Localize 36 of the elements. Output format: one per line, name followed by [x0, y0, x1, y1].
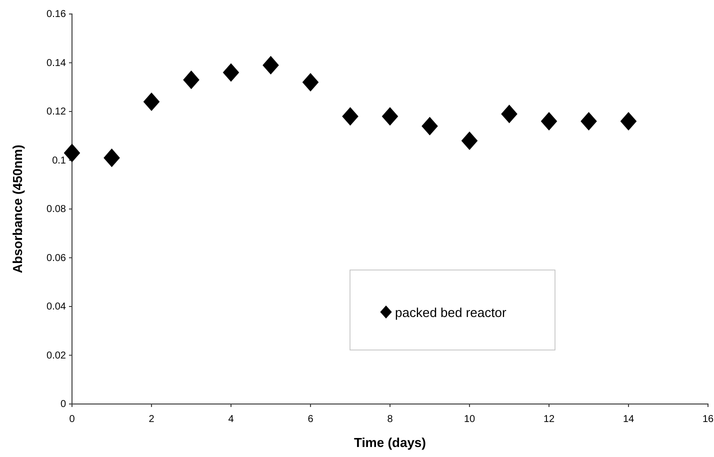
- point: [501, 104, 518, 124]
- point: [104, 148, 120, 168]
- y-tick-label: 0: [60, 399, 66, 410]
- x-tick-label: 4: [228, 414, 234, 425]
- y-tick-label: 0.02: [46, 350, 66, 362]
- point: [143, 92, 160, 112]
- y-tick-label: 0.06: [46, 252, 66, 264]
- point: [461, 131, 478, 150]
- y-tick-label: 0.16: [46, 9, 66, 20]
- y-tick-label: 0.1: [52, 155, 66, 166]
- point: [302, 72, 319, 92]
- point: [222, 63, 240, 82]
- point: [262, 56, 279, 74]
- x-tick-label: 14: [622, 414, 634, 425]
- y-tick-label: 0.12: [46, 106, 66, 118]
- point: [342, 107, 358, 126]
- x-tick-label: 12: [543, 414, 555, 425]
- y-tick-label: 0.04: [46, 302, 66, 313]
- x-tick-label: 16: [702, 414, 714, 425]
- point: [183, 70, 200, 90]
- x-axis-title: Time (days): [354, 435, 426, 450]
- x-tick-label: 8: [387, 414, 394, 425]
- x-tick-label: 10: [464, 414, 476, 425]
- point: [64, 144, 80, 162]
- x-tick-label: 6: [308, 414, 314, 425]
- y-tick-label: 0.14: [46, 58, 66, 69]
- point: [580, 112, 597, 131]
- point: [620, 112, 637, 131]
- point: [382, 107, 398, 126]
- y-axis-title: Absorbance (450nm): [10, 144, 25, 274]
- point: [422, 116, 438, 136]
- point: [540, 112, 558, 131]
- legend-label: packed bed reactor: [395, 305, 507, 320]
- x-tick-label: 2: [148, 414, 155, 425]
- x-tick-label: 0: [69, 414, 76, 425]
- y-tick-label: 0.08: [46, 204, 66, 216]
